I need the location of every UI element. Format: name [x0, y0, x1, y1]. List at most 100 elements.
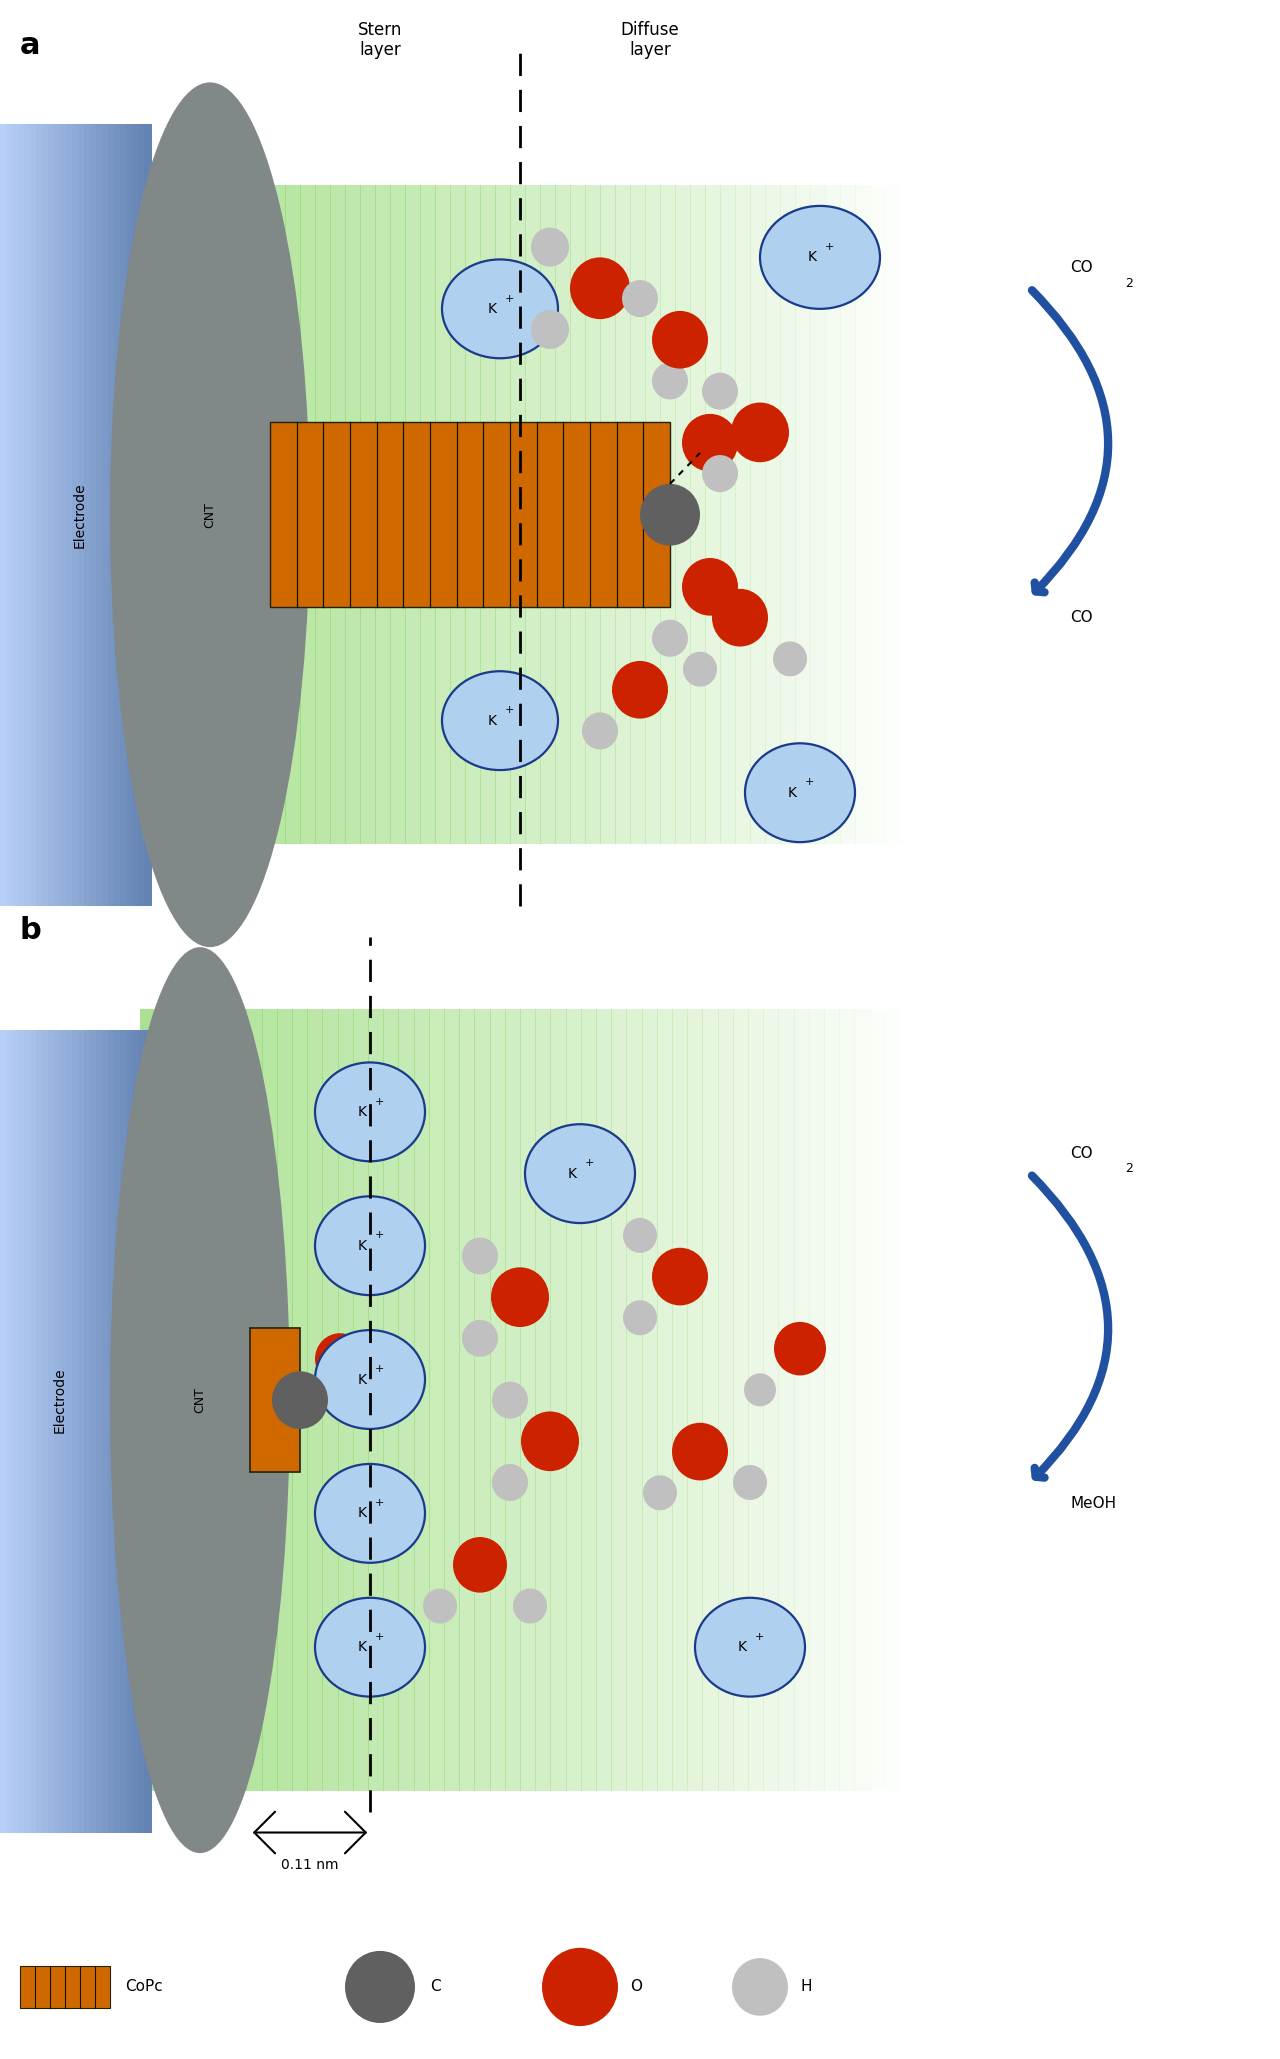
Bar: [6, 1030, 14, 1833]
Circle shape: [684, 651, 717, 688]
Bar: [292, 1009, 308, 1791]
Bar: [763, 1009, 780, 1791]
Bar: [54, 1030, 61, 1833]
Text: 2: 2: [1125, 276, 1133, 290]
Circle shape: [453, 1536, 507, 1594]
Circle shape: [652, 620, 689, 657]
Bar: [750, 185, 765, 844]
Bar: [6, 124, 14, 906]
Bar: [600, 185, 616, 844]
Circle shape: [422, 1590, 457, 1622]
Bar: [49, 1030, 56, 1833]
Bar: [705, 185, 721, 844]
Circle shape: [731, 404, 788, 463]
Bar: [12, 124, 20, 906]
Bar: [612, 1009, 627, 1791]
Bar: [855, 185, 870, 844]
Text: 2: 2: [1125, 1161, 1133, 1176]
Bar: [748, 1009, 764, 1791]
Bar: [480, 185, 497, 844]
Text: +: +: [755, 1633, 764, 1641]
Bar: [29, 124, 38, 906]
Bar: [398, 1009, 415, 1791]
Ellipse shape: [760, 206, 881, 309]
Bar: [210, 185, 227, 844]
Ellipse shape: [110, 947, 291, 1853]
Bar: [90, 1030, 99, 1833]
Text: K: K: [488, 714, 497, 727]
Text: b: b: [20, 916, 42, 945]
Text: K: K: [808, 251, 817, 264]
Text: CO: CO: [1070, 1145, 1093, 1161]
Bar: [24, 1030, 32, 1833]
Circle shape: [701, 373, 739, 410]
Bar: [138, 1030, 146, 1833]
Ellipse shape: [315, 1196, 425, 1295]
Bar: [225, 185, 241, 844]
Bar: [60, 1030, 68, 1833]
Bar: [270, 185, 285, 844]
Bar: [413, 1009, 430, 1791]
Bar: [765, 185, 781, 844]
Bar: [67, 124, 74, 906]
Text: Diffuse
layer: Diffuse layer: [621, 21, 680, 60]
Circle shape: [682, 558, 739, 616]
Bar: [690, 185, 707, 844]
Text: K: K: [358, 1106, 367, 1118]
Bar: [72, 1030, 79, 1833]
Bar: [54, 124, 61, 906]
Ellipse shape: [315, 1330, 425, 1429]
Bar: [36, 1030, 44, 1833]
Bar: [581, 1009, 596, 1791]
Bar: [626, 1009, 643, 1791]
Bar: [826, 185, 841, 844]
Circle shape: [623, 1219, 657, 1252]
Circle shape: [273, 1371, 328, 1429]
Bar: [125, 124, 134, 906]
Bar: [315, 185, 332, 844]
Bar: [78, 124, 86, 906]
Bar: [346, 185, 361, 844]
Bar: [451, 185, 466, 844]
Bar: [504, 1009, 521, 1791]
Bar: [369, 1009, 384, 1791]
Ellipse shape: [745, 743, 855, 842]
Bar: [246, 1009, 262, 1791]
Bar: [687, 1009, 704, 1791]
Text: CNT: CNT: [193, 1388, 206, 1412]
Bar: [12, 1030, 20, 1833]
Bar: [84, 1030, 92, 1833]
Bar: [108, 124, 116, 906]
Bar: [180, 185, 196, 844]
Bar: [614, 185, 631, 844]
Text: K: K: [788, 787, 797, 799]
Circle shape: [732, 1958, 788, 2016]
Bar: [884, 185, 901, 844]
Bar: [672, 1009, 689, 1791]
Text: +: +: [826, 243, 835, 251]
Text: K: K: [739, 1641, 748, 1653]
Bar: [810, 185, 826, 844]
Bar: [795, 185, 812, 844]
Circle shape: [582, 712, 618, 749]
Bar: [435, 185, 451, 844]
Bar: [18, 124, 26, 906]
Bar: [660, 185, 676, 844]
Circle shape: [531, 226, 570, 268]
Bar: [140, 1009, 156, 1791]
Bar: [120, 124, 128, 906]
Bar: [150, 185, 166, 844]
Text: Stern
layer: Stern layer: [358, 21, 402, 60]
Bar: [36, 124, 44, 906]
Circle shape: [733, 1466, 767, 1499]
Bar: [96, 1030, 104, 1833]
Bar: [300, 185, 316, 844]
Bar: [102, 124, 110, 906]
Bar: [108, 1030, 116, 1833]
Circle shape: [640, 484, 700, 546]
Text: a: a: [20, 31, 41, 60]
Bar: [114, 124, 122, 906]
Bar: [307, 1009, 324, 1791]
Bar: [155, 1009, 172, 1791]
Text: +: +: [375, 1097, 384, 1106]
